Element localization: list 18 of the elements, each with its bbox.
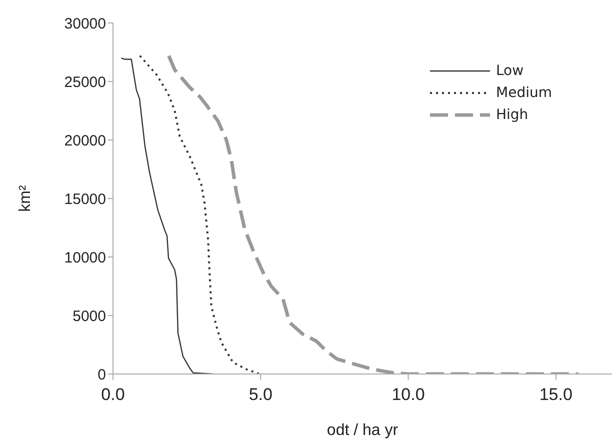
x-axis-title: odt / ha yr [326,422,399,439]
y-tick-label: 5000 [72,308,106,325]
y-axis-title: km² [17,184,34,212]
legend-label: Medium [496,85,552,101]
x-tick-label: 15.0 [539,385,572,404]
y-tick-label: 20000 [64,132,106,150]
legend-label: High [496,107,528,123]
x-tick-label: 0.0 [101,385,125,404]
y-tick-label: 30000 [64,15,106,32]
line-series [138,54,260,374]
x-tick-label: 5.0 [248,385,272,404]
y-tick-label: 0 [98,366,106,384]
y-tick-label: 10000 [64,249,106,266]
legend-label: Low [496,63,524,79]
y-tick-label: 15000 [64,190,106,208]
x-tick-label: 10.0 [392,385,425,404]
line-series [167,54,580,374]
y-tick-label: 25000 [64,74,106,91]
